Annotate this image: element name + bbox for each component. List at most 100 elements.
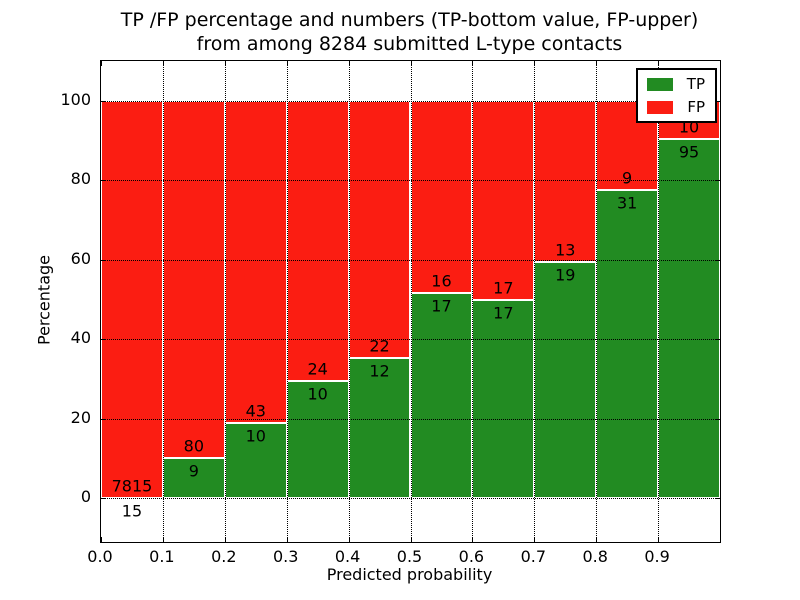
gridline-x-0.7 — [534, 61, 536, 542]
x-tickmark-top-5 — [410, 61, 412, 66]
bar-fp-7 — [534, 100, 597, 263]
x-tick-label-0.6: 0.6 — [458, 547, 485, 566]
tp-count-label-9: 95 — [678, 142, 700, 162]
fp-count-label-2: 43 — [245, 401, 266, 421]
bar-tp-8 — [596, 190, 659, 499]
bar-fp-4 — [348, 100, 411, 358]
bar-tp-3 — [286, 381, 349, 499]
gridline-x-0.9 — [658, 61, 660, 542]
legend-swatch-fp — [647, 100, 673, 114]
bar-fp-3 — [286, 100, 349, 382]
fp-count-label-1: 80 — [183, 436, 205, 456]
x-tickmark-bottom-5 — [410, 537, 412, 542]
gridline-x-0.5 — [410, 61, 412, 542]
y-tickmark-left-20 — [101, 418, 106, 420]
y-tickmark-left-100 — [101, 100, 106, 102]
x-tickmark-bottom-2 — [224, 537, 226, 542]
y-tickmark-left-40 — [101, 339, 106, 341]
x-tick-label-0.5: 0.5 — [396, 547, 423, 566]
x-tickmark-top-0 — [101, 61, 102, 66]
y-tickmark-right-80 — [715, 180, 720, 182]
tp-count-label-7: 19 — [555, 265, 576, 285]
x-tickmark-top-8 — [596, 61, 598, 66]
tp-count-label-8: 31 — [616, 193, 638, 213]
y-tick-label-20: 20 — [70, 407, 91, 427]
y-tick-label-100: 100 — [60, 89, 91, 109]
fp-count-label-5: 16 — [431, 271, 452, 291]
x-tickmark-bottom-3 — [286, 537, 288, 542]
legend-label-fp: FP — [687, 98, 705, 116]
tp-count-label-4: 12 — [369, 361, 390, 381]
x-tickmark-bottom-6 — [472, 537, 474, 542]
legend-entry-tp: TP — [647, 75, 705, 93]
x-tick-label-0.9: 0.9 — [644, 547, 670, 566]
legend: TP FP — [636, 68, 717, 123]
x-tick-label-0.2: 0.2 — [211, 547, 237, 566]
x-tick-label-0.3: 0.3 — [272, 547, 299, 566]
gridline-x-0.1 — [162, 61, 164, 542]
fp-count-label-3: 24 — [307, 359, 328, 379]
bar-tp-1 — [162, 458, 225, 499]
x-tickmark-bottom-0 — [101, 537, 102, 542]
chart-title-line1: TP /FP percentage and numbers (TP-bottom… — [120, 9, 699, 31]
legend-label-tp: TP — [686, 75, 705, 93]
chart-title: TP /FP percentage and numbers (TP-bottom… — [100, 8, 719, 56]
tp-count-label-3: 10 — [307, 384, 328, 404]
y-tick-label-40: 40 — [70, 328, 91, 348]
legend-swatch-tp — [647, 77, 673, 91]
fp-count-label-0: 7815 — [111, 476, 153, 495]
x-tickmark-bottom-7 — [534, 537, 536, 542]
bar-tp-5 — [410, 293, 473, 499]
y-tickmark-right-0 — [715, 498, 720, 500]
gridline-x-0.3 — [286, 61, 288, 542]
x-tickmark-bottom-9 — [658, 537, 660, 542]
y-tick-label-80: 80 — [70, 169, 91, 189]
bar-fp-6 — [472, 100, 535, 300]
x-tickmark-top-2 — [224, 61, 226, 66]
bar-fp-0 — [101, 100, 163, 498]
legend-entry-fp: FP — [647, 98, 705, 116]
bar-fp-2 — [224, 100, 287, 424]
tp-count-label-1: 9 — [188, 461, 199, 481]
tp-count-label-0: 15 — [121, 501, 143, 520]
x-axis-label: Predicted probability — [326, 565, 493, 584]
x-tick-label-0.0: 0.0 — [87, 547, 113, 566]
y-tickmark-left-80 — [101, 180, 106, 182]
gridline-x-0.8 — [596, 61, 598, 542]
fp-count-label-8: 9 — [622, 168, 633, 188]
chart-title-line2: from among 8284 submitted L-type contact… — [196, 33, 623, 55]
y-tickmark-right-20 — [715, 418, 720, 420]
fp-count-label-4: 22 — [369, 336, 390, 356]
bar-tp-6 — [472, 299, 535, 499]
gridline-x-0.4 — [348, 61, 350, 542]
y-tickmark-right-60 — [715, 259, 720, 261]
x-tickmark-top-7 — [534, 61, 536, 66]
bar-fp-5 — [410, 100, 473, 294]
x-tick-label-0.8: 0.8 — [582, 547, 608, 566]
y-tickmark-left-0 — [101, 498, 106, 500]
x-tick-label-0.1: 0.1 — [149, 547, 175, 566]
y-tickmark-left-60 — [101, 259, 106, 261]
plot-area: TP FP 7815 15 80 9 43 10 24 10 22 12 16 17 17 17 13 19 9 3… — [100, 60, 721, 543]
x-tickmark-top-9 — [658, 61, 660, 66]
x-tick-label-0.7: 0.7 — [520, 547, 547, 566]
x-tickmark-top-4 — [348, 61, 350, 66]
bar-tp-9 — [658, 138, 720, 499]
gridline-x-0.6 — [472, 61, 474, 542]
x-tickmark-top-6 — [472, 61, 474, 66]
bar-fp-1 — [162, 100, 225, 459]
x-tickmark-top-1 — [162, 61, 164, 66]
x-tickmark-bottom-4 — [348, 537, 350, 542]
y-tickmark-right-100 — [715, 100, 720, 102]
y-tick-label-60: 60 — [70, 248, 91, 268]
y-tick-label-0: 0 — [80, 487, 91, 507]
tp-count-label-5: 17 — [431, 296, 452, 316]
x-tickmark-top-3 — [286, 61, 288, 66]
fp-count-label-7: 13 — [555, 240, 576, 260]
x-tickmark-bottom-1 — [162, 537, 164, 542]
x-tick-label-0.4: 0.4 — [334, 547, 361, 566]
y-tickmark-right-40 — [715, 339, 720, 341]
tp-count-label-6: 17 — [493, 303, 514, 322]
gridline-x-0.2 — [224, 61, 226, 542]
